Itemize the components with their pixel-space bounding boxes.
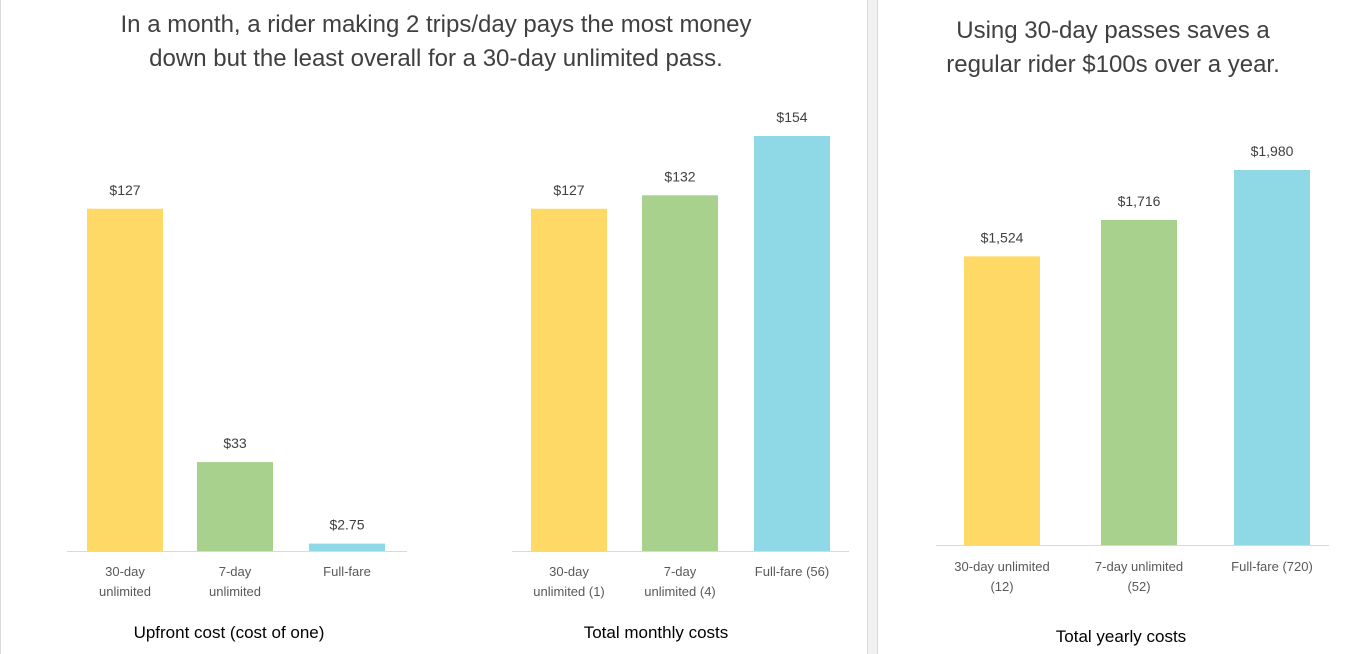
data-label: $2.75 — [329, 517, 364, 533]
data-label: $127 — [109, 182, 140, 198]
chart-title-monthly: In a month, a rider making 2 trips/day p… — [41, 8, 831, 76]
bar — [964, 256, 1040, 545]
data-label: $154 — [776, 109, 807, 125]
chart-title-line-2: regular rider $100s over a year. — [946, 51, 1280, 78]
category-label: 7-day unlimited — [1095, 559, 1183, 574]
category-label: (52) — [1127, 579, 1150, 594]
bar — [1101, 220, 1177, 545]
bar — [531, 208, 607, 551]
chart-title-yearly: Using 30-day passes saves a regular ride… — [898, 14, 1328, 82]
bar — [87, 208, 163, 551]
bar — [309, 543, 385, 551]
yearly-bar-chart: $1,524 30-day unlimited (12) $1,716 7-day un… — [936, 143, 1329, 646]
data-label: $1,716 — [1118, 193, 1161, 209]
chart-group-title: Total yearly costs — [1056, 627, 1186, 646]
category-label: 30-day — [549, 564, 589, 579]
category-label: 7-day — [664, 564, 697, 579]
category-label: Full-fare (56) — [755, 564, 829, 579]
category-label: 30-day unlimited — [954, 559, 1049, 574]
monthly-bar-charts: $127 30-day unlimited $33 7-day unlimited $2.7… — [67, 109, 849, 642]
category-label: unlimited — [99, 584, 151, 599]
category-label: (12) — [990, 579, 1013, 594]
category-label: Full-fare (720) — [1231, 559, 1313, 574]
chart-panel-monthly: In a month, a rider making 2 trips/day p… — [0, 0, 868, 654]
chart-group-title: Upfront cost (cost of one) — [134, 623, 325, 642]
category-label: unlimited (1) — [533, 584, 605, 599]
category-label: 30-day — [105, 564, 145, 579]
data-label: $1,524 — [981, 229, 1024, 245]
category-label: unlimited — [209, 584, 261, 599]
category-label: 7-day — [219, 564, 252, 579]
chart-panel-yearly: Using 30-day passes saves a regular ride… — [877, 0, 1348, 654]
chart-title-line-2: down but the least overall for a 30-day … — [149, 45, 723, 72]
chart-title-line-1: Using 30-day passes saves a — [956, 17, 1270, 44]
chart-group-title: Total monthly costs — [584, 623, 729, 642]
category-label: Full-fare — [323, 564, 371, 579]
chart-title-line-1: In a month, a rider making 2 trips/day p… — [120, 11, 752, 38]
panel-divider — [868, 0, 877, 654]
data-label: $132 — [664, 168, 695, 184]
data-label: $1,980 — [1251, 143, 1294, 159]
bar — [197, 462, 273, 551]
data-label: $33 — [223, 435, 247, 451]
data-label: $127 — [553, 182, 584, 198]
bar — [754, 136, 830, 551]
bar — [642, 195, 718, 552]
bar — [1234, 170, 1310, 545]
category-label: unlimited (4) — [644, 584, 716, 599]
